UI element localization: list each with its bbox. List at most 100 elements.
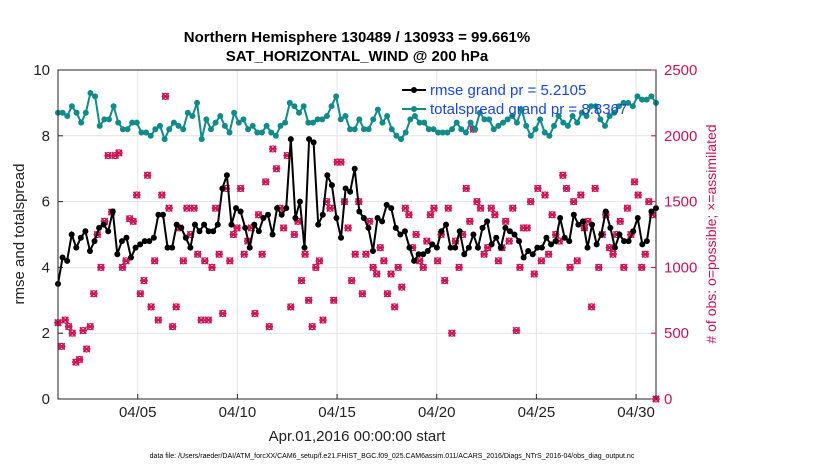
assimilated-obs-marker [337, 158, 345, 166]
rmse-point [643, 238, 650, 245]
rmse-point [141, 238, 148, 245]
totalspread-point [82, 109, 89, 116]
totalspread-point [296, 109, 303, 116]
y-tick-label: 0 [42, 391, 50, 408]
totalspread-point [472, 126, 479, 133]
totalspread-point [393, 132, 400, 139]
assimilated-obs-marker [534, 184, 542, 193]
totalspread-point [527, 132, 534, 139]
rmse-point [474, 244, 481, 251]
assimilated-obs-marker [516, 263, 524, 272]
rmse-point [570, 211, 577, 218]
assimilated-obs-marker [251, 309, 259, 318]
totalspread-point [509, 113, 516, 120]
rmse-point [493, 234, 500, 241]
assimilated-obs-marker [362, 250, 370, 259]
assimilated-obs-marker [304, 296, 313, 305]
assimilated-obs-marker [218, 309, 227, 318]
rmse-point [109, 208, 116, 215]
rmse-point [187, 244, 194, 251]
totalspread-point [365, 126, 372, 133]
assimilated-obs-marker [297, 276, 306, 285]
assimilated-obs-marker [383, 289, 392, 298]
rmse-point [360, 215, 367, 222]
rmse-point [625, 238, 632, 245]
totalspread-point [374, 106, 381, 113]
totalspread-point [156, 122, 163, 129]
rmse-point [342, 185, 349, 192]
rmse-point [548, 241, 555, 248]
assimilated-obs-marker [64, 322, 73, 331]
totalspread-point [291, 103, 298, 110]
totalspread-point [92, 93, 99, 100]
assimilated-obs-marker [75, 355, 84, 364]
assimilated-obs-marker [390, 303, 399, 311]
y-tick-label: 8 [42, 128, 50, 145]
assimilated-obs-marker [104, 151, 112, 160]
assimilated-obs-marker [261, 178, 270, 186]
totalspread-point [523, 122, 530, 129]
totalspread-point [314, 116, 321, 123]
assimilated-obs-marker [90, 289, 98, 298]
rmse-point [73, 244, 80, 251]
rmse-point [424, 247, 431, 254]
rmse-point [351, 165, 358, 172]
rmse-point [260, 215, 267, 222]
series-lines [55, 90, 659, 287]
assimilated-obs-marker [165, 204, 173, 212]
y-axis-right-label: # of obs: o=possible; ×=assimilated [703, 124, 719, 343]
totalspread-point [305, 119, 312, 126]
totalspread-point [268, 129, 275, 136]
x-tick-label: 04/15 [318, 404, 356, 421]
rmse-point [242, 224, 249, 231]
rmse-point [328, 182, 335, 189]
y-right-tick-label: 1500 [664, 194, 697, 211]
rmse-point [292, 215, 299, 222]
rmse-point [269, 231, 276, 238]
rmse-point [182, 234, 189, 241]
assimilated-obs-marker [369, 263, 377, 272]
footer-data-file: data file: /Users/raeder/DAI/ATM_forcXX/… [150, 453, 635, 460]
totalspread-point [272, 132, 279, 139]
totalspread-point [606, 113, 613, 120]
rmse-point [525, 247, 532, 254]
totalspread-point [235, 119, 242, 126]
assimilated-obs-marker [591, 184, 599, 193]
chart-title-line1: Northern Hemisphere 130489 / 130933 = 99… [184, 29, 530, 46]
rmse-point [255, 228, 262, 235]
totalspread-point [435, 129, 442, 136]
totalspread-point [221, 122, 228, 129]
rmse-point [246, 244, 253, 251]
x-tick-label: 04/25 [518, 404, 556, 421]
totalspread-point [175, 122, 182, 129]
rmse-point [278, 211, 285, 218]
assimilated-obs-marker [376, 243, 385, 252]
rmse-point [497, 244, 504, 251]
assimilated-obs-marker [537, 257, 546, 265]
totalspread-point [504, 116, 511, 123]
totalspread-point [467, 119, 474, 126]
rmse-point [534, 244, 541, 251]
rmse-point [575, 221, 582, 228]
totalspread-point [152, 126, 159, 133]
assimilated-obs-marker [129, 217, 137, 226]
totalspread-point [351, 126, 358, 133]
totalspread-point [407, 116, 414, 123]
totalspread-point [194, 99, 201, 106]
totalspread-point [189, 113, 196, 120]
totalspread-point [119, 126, 126, 133]
totalspread-point [625, 99, 632, 106]
totalspread-point [207, 126, 214, 133]
legend-entry-totalspread: totalspread grand pr = 8.8367 [430, 101, 627, 118]
chart-title-line2: SAT_HORIZONTAL_WIND @ 200 hPa [226, 48, 489, 65]
assimilated-obs-marker [272, 164, 281, 173]
assimilated-obs-marker [444, 204, 453, 212]
totalspread-point [78, 119, 85, 126]
assimilated-obs-marker [634, 191, 642, 199]
rmse-point [584, 244, 591, 251]
totalspread-point [537, 116, 544, 123]
assimilated-obs-marker [462, 184, 471, 193]
assimilated-obs-marker [508, 204, 517, 212]
x-tick-label: 04/30 [617, 404, 655, 421]
assimilated-obs-marker [136, 289, 145, 298]
